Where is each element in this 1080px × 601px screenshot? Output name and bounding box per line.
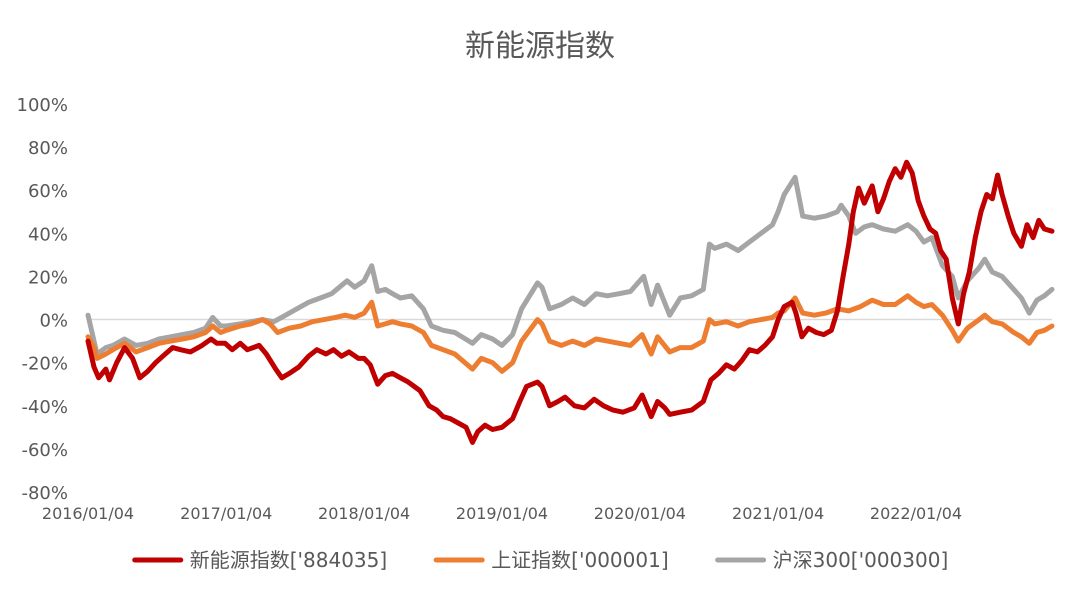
series-line <box>85 293 1055 374</box>
legend: 新能源指数['884035] 上证指数['000001] 沪深300['000300… <box>132 548 949 572</box>
y-tick-label: 20% <box>28 267 68 288</box>
series-layer <box>85 159 1055 445</box>
x-tick-label: 2022/01/04 <box>870 504 962 523</box>
x-axis: 2016/01/04 2017/01/04 2018/01/04 2019/01/04… <box>42 504 962 523</box>
legend-item: 新能源指数['884035] <box>132 548 387 572</box>
legend-label: 上证指数['000001] <box>491 548 668 572</box>
y-tick-label: 40% <box>28 224 68 245</box>
legend-label: 沪深300['000300] <box>773 548 949 572</box>
y-tick-label: 0% <box>39 311 68 332</box>
x-tick-label: 2020/01/04 <box>594 504 686 523</box>
y-tick-label: 100% <box>17 95 68 116</box>
series-line <box>85 159 1055 445</box>
y-tick-label: -40% <box>21 397 68 418</box>
y-axis: 100% 80% 60% 40% 20% 0% -20% -40% -60% -80% <box>17 95 68 504</box>
chart-title: 新能源指数 <box>465 29 615 64</box>
y-tick-label: 60% <box>28 181 68 202</box>
x-tick-label: 2017/01/04 <box>180 504 272 523</box>
x-tick-label: 2016/01/04 <box>42 504 134 523</box>
legend-item: 沪深300['000300] <box>715 548 949 572</box>
x-tick-label: 2021/01/04 <box>732 504 824 523</box>
y-tick-label: -80% <box>21 483 68 504</box>
y-tick-label: 80% <box>28 138 68 159</box>
y-tick-label: -60% <box>21 440 68 461</box>
x-tick-label: 2018/01/04 <box>318 504 410 523</box>
legend-label: 新能源指数['884035] <box>190 548 387 572</box>
legend-item: 上证指数['000001] <box>433 548 669 572</box>
y-tick-label: -20% <box>21 354 68 375</box>
x-tick-label: 2019/01/04 <box>456 504 548 523</box>
